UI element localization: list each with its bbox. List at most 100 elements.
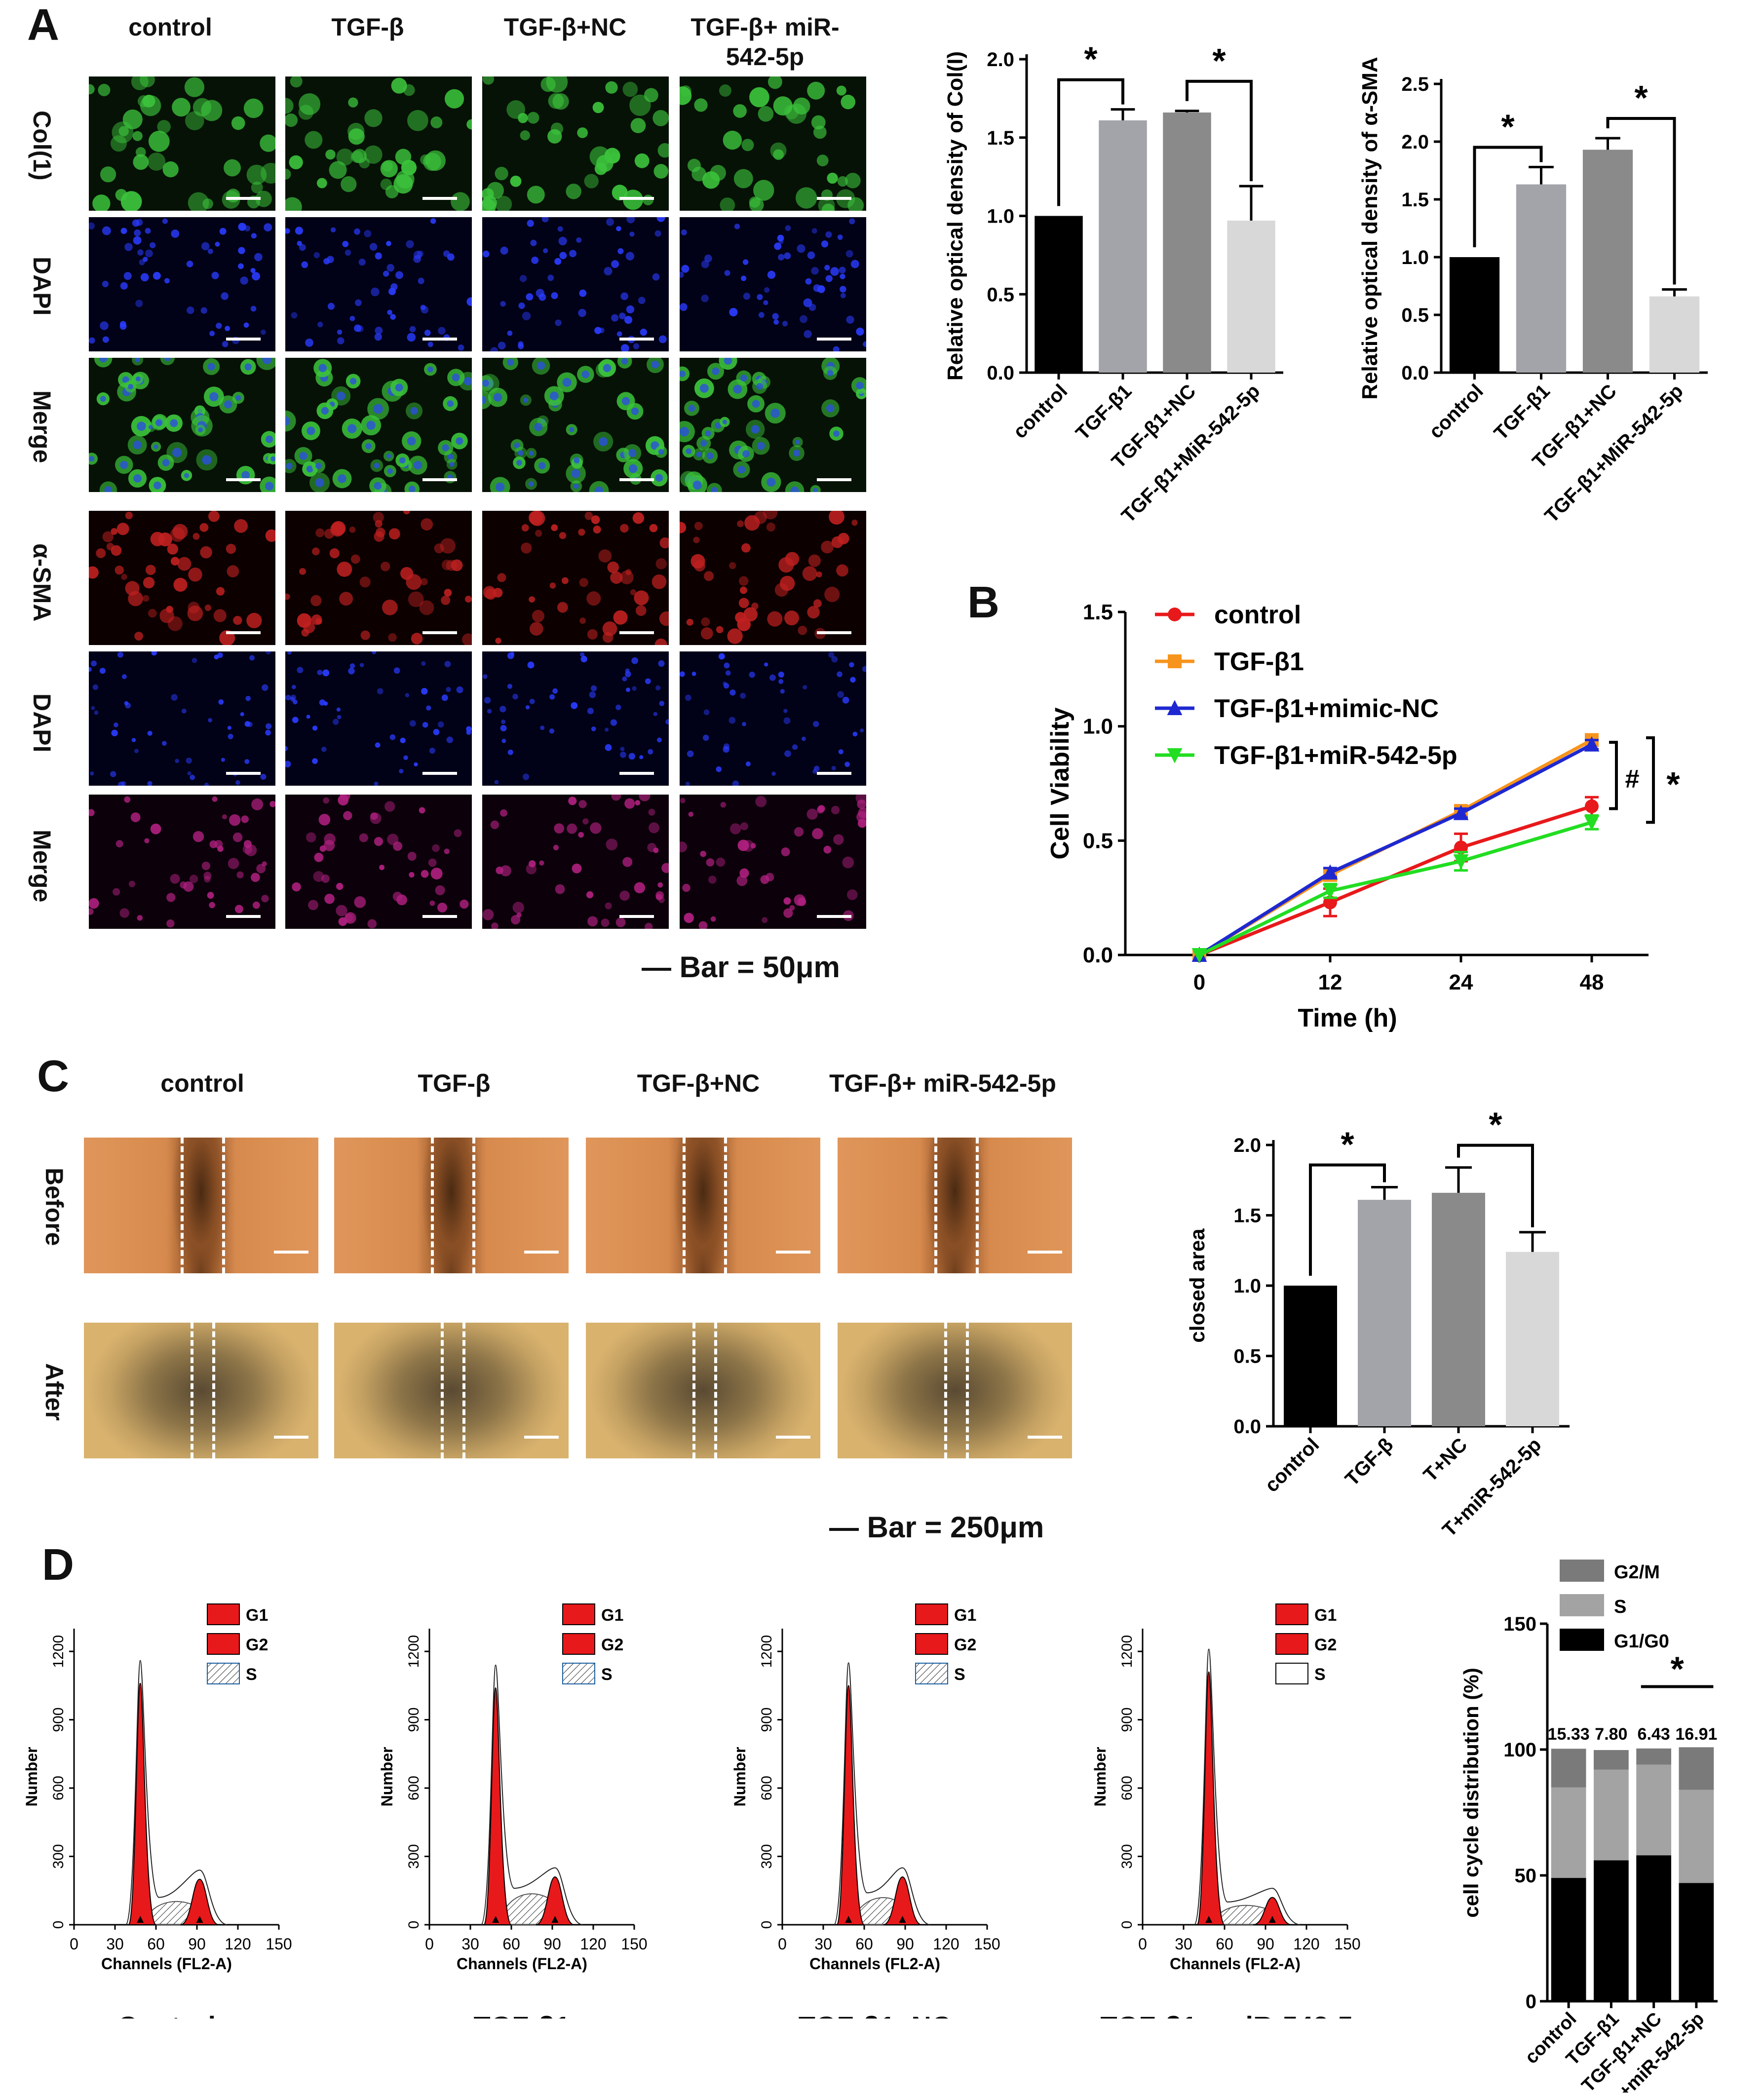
g1-peak [483, 1687, 512, 1925]
y-tick-label: 1.5 [1401, 189, 1429, 211]
x-tick-label: 120 [225, 1935, 251, 1953]
stacked-bar-segment [1551, 1878, 1586, 2001]
panel-a-letter: A [27, 0, 59, 50]
wound-edge-line [180, 1138, 184, 1273]
x-tick-label: 150 [266, 1935, 292, 1953]
significance-bracket [1606, 116, 1676, 285]
panel-a-row-merge2: Merge [28, 830, 56, 903]
x-tick-label: control [1425, 380, 1488, 443]
bar [1035, 216, 1083, 373]
cell-cycle-histogram: 0 300 600 900 1200 0 30 60 90 120 150 Channels (FL2… [731, 1603, 1000, 2019]
y-tick-label: 1200 [759, 1635, 775, 1668]
g2-peak [180, 1878, 219, 1925]
wound-edge-line [975, 1138, 979, 1273]
legend-label: G1 [1314, 1606, 1337, 1625]
micrograph [680, 795, 866, 929]
histogram-group-label: TGF-β1+ miR-542-5p [1100, 2011, 1370, 2019]
scale-bar [274, 1436, 308, 1439]
micrograph [285, 795, 472, 929]
legend-label: G2/M [1614, 1562, 1660, 1583]
scale-bar [817, 478, 851, 481]
micrograph [285, 217, 472, 351]
legend-swatch [1560, 1629, 1604, 1651]
y-tick-label: 2.5 [1401, 74, 1429, 95]
legend-label: G1 [246, 1606, 268, 1625]
data-point [1167, 748, 1183, 763]
y-axis-label: Cell Viability [1046, 707, 1074, 859]
micrograph [89, 511, 275, 645]
stacked-bar-segment [1679, 1883, 1714, 2001]
bar [1449, 257, 1500, 373]
y-tick-label: 2.0 [1233, 1135, 1261, 1156]
data-point [1167, 700, 1183, 715]
x-tick-label: 0 [1138, 1935, 1147, 1953]
scale-bar [274, 1251, 308, 1254]
legend-label: G2 [954, 1636, 976, 1654]
y-axis-label: Number [378, 1747, 396, 1807]
histogram-group-label: TGF-β1 [474, 2011, 571, 2019]
stacked-bar-segment [1594, 1750, 1629, 1770]
y-tick-label: 0 [1119, 1921, 1135, 1929]
micrograph [89, 358, 275, 492]
x-tick-label: TGF-β1 [1490, 380, 1554, 444]
peak-marker [196, 1916, 203, 1923]
significance-star: * [1670, 1650, 1684, 1688]
significance-star: * [1501, 107, 1515, 146]
significance-bracket [1473, 146, 1543, 247]
panel-a-col-tgf-nc: TGF-β+NC [503, 13, 627, 41]
micrograph [482, 795, 669, 929]
legend-swatch [1275, 1633, 1308, 1655]
histogram-envelope [834, 1662, 930, 1925]
panel-c-col-tgf: TGF-β [418, 1069, 491, 1097]
scale-bar [226, 631, 261, 634]
data-point [1453, 804, 1469, 820]
wound-before-image [334, 1138, 569, 1273]
y-axis-label: Number [731, 1747, 749, 1807]
panel-c-col-control: control [160, 1069, 244, 1097]
legend-label: G1 [954, 1606, 976, 1625]
significance-hash: # [1625, 765, 1640, 794]
scale-bar [817, 915, 851, 918]
legend-swatch [1275, 1663, 1308, 1684]
y-tick-label: 300 [50, 1844, 67, 1869]
x-tick-label: 120 [1293, 1935, 1319, 1953]
micrograph [680, 76, 866, 211]
panel-d-letter: D [42, 1540, 74, 1590]
legend-swatch [915, 1603, 948, 1625]
y-tick-label: 600 [759, 1776, 775, 1800]
scale-bar [226, 338, 261, 341]
y-axis-label: Relative optical density of Col(I) [943, 51, 967, 381]
legend-label: S [1314, 1665, 1326, 1684]
bar [1516, 184, 1567, 373]
bar [1432, 1192, 1485, 1426]
y-tick-label: 50 [1515, 1865, 1537, 1887]
significance-bracket [1646, 736, 1655, 824]
y-tick-label: 900 [759, 1708, 775, 1732]
wound-edge-line [190, 1323, 193, 1458]
x-tick-label: 0 [778, 1935, 787, 1953]
stacked-bar-segment [1679, 1747, 1714, 1790]
x-tick-label: 90 [543, 1935, 561, 1953]
stacked-bar-segment [1636, 1764, 1671, 1856]
data-point [1453, 854, 1469, 870]
scale-bar [422, 478, 457, 481]
panel-a-col-tgf-mir: TGF-β+ miR-542-5p [690, 13, 840, 71]
significance-star: * [1489, 1105, 1502, 1144]
scale-bar [619, 338, 654, 341]
bar [1227, 221, 1275, 373]
panel-a-row-merge1: Merge [28, 390, 56, 463]
significance-star: * [1634, 78, 1648, 117]
legend-swatch [562, 1663, 595, 1684]
wound-after-image [838, 1323, 1072, 1458]
chart-viability: 0.0 0.5 1.0 1.5 0 12 24 48 Time (h) Cell Viabilit… [1046, 600, 1680, 1032]
micrograph [89, 795, 275, 929]
wound-edge-line [430, 1138, 434, 1273]
legend-swatch [915, 1663, 948, 1684]
bar [1582, 150, 1633, 373]
legend-swatch [207, 1603, 240, 1625]
legend-label: G1/G0 [1614, 1631, 1669, 1652]
legend-swatch [915, 1633, 948, 1655]
legend-label: TGF-β1+mimic-NC [1214, 694, 1439, 723]
wound-edge-line [682, 1138, 686, 1273]
peak-marker [1205, 1916, 1213, 1923]
